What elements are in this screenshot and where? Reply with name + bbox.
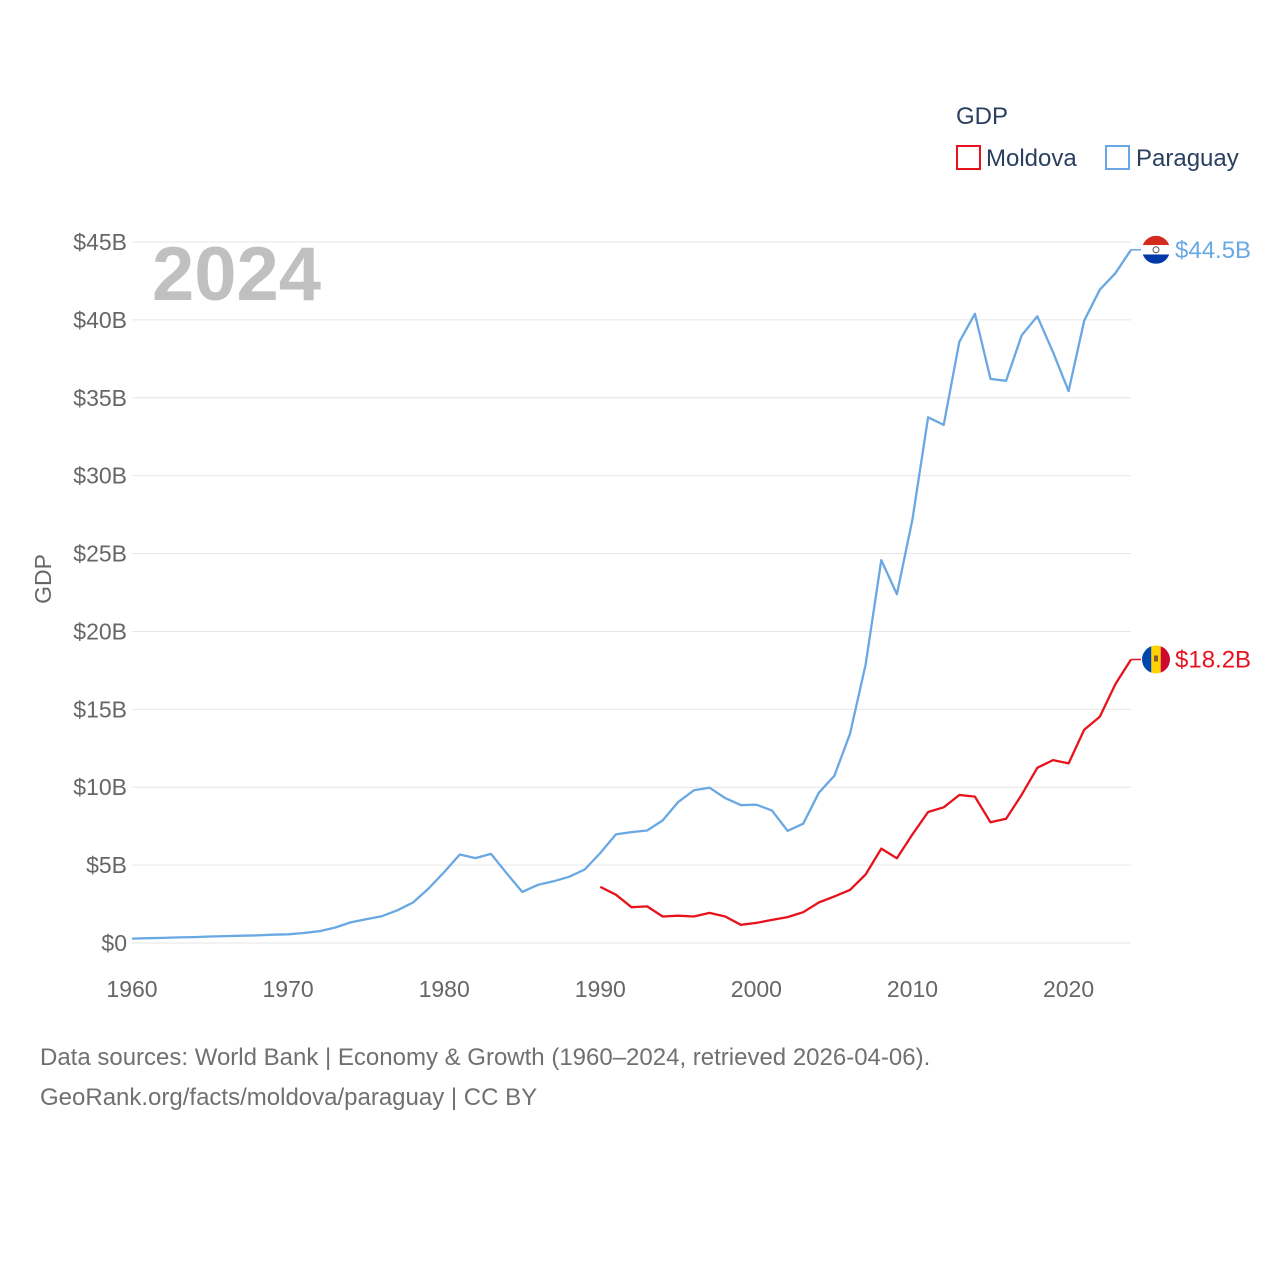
y-tick-label: $40B	[73, 307, 127, 333]
legend-swatch-moldova	[956, 145, 981, 170]
y-tick-label: $45B	[73, 229, 127, 255]
year-label: 2024	[152, 232, 321, 317]
y-tick-label: $0	[101, 930, 127, 956]
series-line-paraguay[interactable]	[131, 249, 1132, 940]
series-line-moldova[interactable]	[599, 658, 1132, 926]
y-tick-label: $15B	[73, 696, 127, 722]
y-tick-label: $10B	[73, 774, 127, 800]
y-tick-label: $5B	[86, 852, 127, 878]
x-axis-ticks: 1960 1970 1980 1990 2000 2010 2020	[106, 976, 1094, 1002]
grid-lines	[132, 241, 1131, 944]
paraguay-flag-icon	[1142, 235, 1170, 264]
y-tick-label: $25B	[73, 541, 127, 567]
end-label-moldova: $18.2B	[1175, 646, 1251, 673]
y-axis-ticks: $0 $5B $10B $15B $20B $25B $30B $35B $40B $45B	[73, 229, 127, 956]
y-tick-label: $30B	[73, 463, 127, 489]
x-tick-label: 1980	[419, 976, 470, 1002]
legend-item-paraguay[interactable]: Paraguay	[1105, 145, 1239, 172]
x-tick-label: 2000	[731, 976, 782, 1002]
series-layer: $18.2B $44.5B	[131, 237, 1251, 940]
x-tick-label: 2020	[1043, 976, 1094, 1002]
y-axis-label: GDP	[30, 554, 56, 604]
legend-swatch-paraguay	[1105, 145, 1130, 170]
y-tick-label: $35B	[73, 385, 127, 411]
moldova-flag-icon	[1142, 645, 1170, 674]
legend-title: GDP	[956, 103, 1008, 130]
x-tick-label: 1960	[106, 976, 157, 1002]
legend-item-moldova[interactable]: Moldova	[956, 145, 1077, 172]
x-tick-label: 1970	[263, 976, 314, 1002]
legend: GDP Moldova Paraguay	[956, 103, 1239, 172]
footer-sources: Data sources: World Bank | Economy & Gro…	[40, 1044, 931, 1071]
legend-label-moldova: Moldova	[986, 145, 1077, 172]
x-tick-label: 1990	[575, 976, 626, 1002]
footer-attribution[interactable]: GeoRank.org/facts/moldova/paraguay | CC …	[40, 1084, 538, 1111]
end-label-paraguay: $44.5B	[1175, 237, 1251, 264]
legend-label-paraguay: Paraguay	[1136, 145, 1239, 172]
y-tick-label: $20B	[73, 618, 127, 644]
x-tick-label: 2010	[887, 976, 938, 1002]
